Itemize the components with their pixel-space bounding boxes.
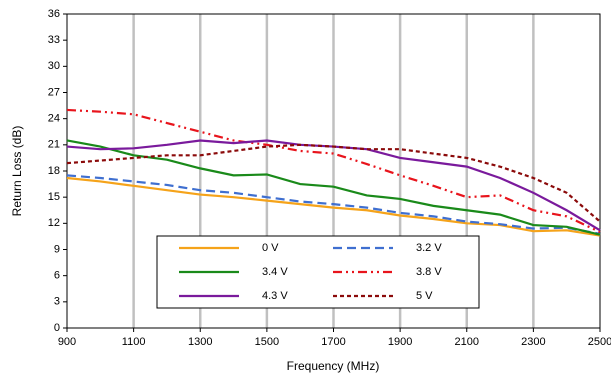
- legend-label: 4.3 V: [262, 290, 288, 302]
- x-tick-label: 2100: [455, 336, 479, 348]
- x-tick-label: 1700: [321, 336, 345, 348]
- series-line: [66, 174, 601, 235]
- x-tick-label: 1900: [388, 336, 412, 348]
- y-tick-label: 9: [54, 243, 60, 255]
- x-tick-label: 2500: [588, 336, 611, 348]
- legend-label: 3.8 V: [416, 266, 442, 278]
- x-tick-label: 1500: [255, 336, 279, 348]
- y-tick-label: 27: [48, 86, 60, 98]
- y-axis-label: Return Loss (dB): [10, 126, 24, 217]
- x-tick-label: 1100: [122, 336, 146, 348]
- legend-label: 3.2 V: [416, 242, 442, 254]
- x-axis-label: Frequency (MHz): [287, 359, 380, 373]
- y-tick-label: 33: [48, 34, 60, 46]
- series-line: [66, 108, 601, 234]
- y-tick-label: 0: [54, 322, 60, 334]
- y-tick-label: 3: [54, 296, 60, 308]
- legend-label: 3.4 V: [262, 266, 288, 278]
- y-tick-label: 15: [48, 191, 60, 203]
- y-tick-label: 6: [54, 270, 60, 282]
- y-tick-label: 24: [48, 113, 60, 125]
- y-tick-label: 12: [48, 217, 60, 229]
- legend-label: 5 V: [416, 290, 433, 302]
- y-tick-label: 18: [48, 165, 60, 177]
- y-tick-label: 30: [48, 60, 60, 72]
- x-tick-label: 1300: [188, 336, 212, 348]
- x-tick-label: 900: [58, 336, 76, 348]
- y-tick-label: 36: [48, 8, 60, 20]
- legend-label: 0 V: [262, 242, 279, 254]
- series-line: [66, 176, 601, 237]
- plot-frame: [66, 13, 601, 329]
- series-line: [66, 143, 601, 223]
- y-tick-label: 21: [48, 139, 60, 151]
- series-line: [66, 139, 601, 236]
- x-tick-label: 2300: [521, 336, 545, 348]
